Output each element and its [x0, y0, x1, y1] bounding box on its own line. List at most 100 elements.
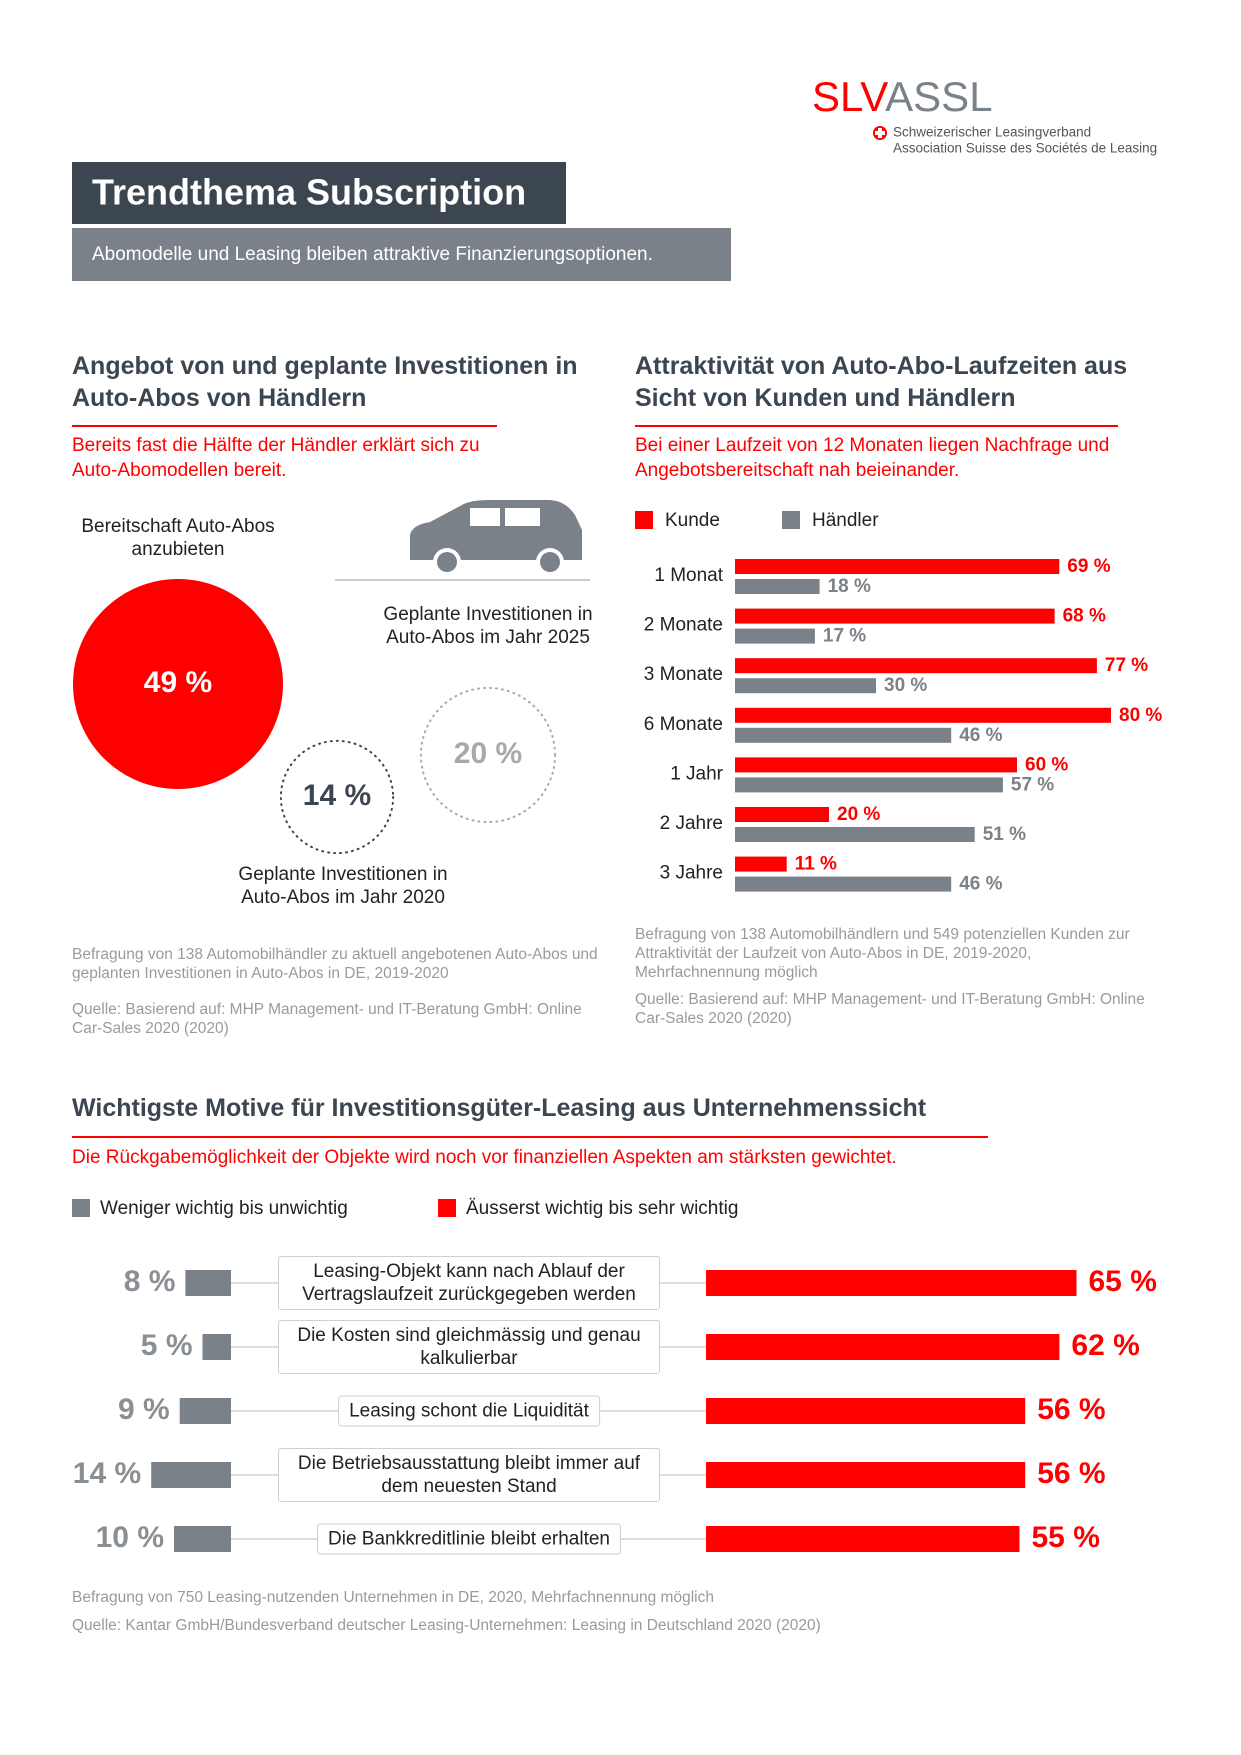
legend-swatch: [635, 511, 653, 529]
legend-swatch: [782, 511, 800, 529]
value-label: 30 %: [884, 675, 927, 696]
legend-label: Händler: [812, 510, 879, 531]
y-tick-label: 6 Monate: [644, 714, 723, 735]
bar: [706, 1526, 1020, 1552]
bar: [179, 1398, 231, 1424]
bar: [735, 807, 829, 822]
page-title: Trendthema Subscription: [92, 172, 526, 213]
value-label: 11 %: [795, 854, 837, 875]
bar: [735, 777, 1003, 793]
value-label: 69 %: [1067, 556, 1110, 577]
logo-line2: Association Suisse des Sociétés de Leasi…: [893, 141, 1157, 156]
bar: [735, 707, 1111, 723]
value-label: 49 %: [144, 666, 212, 699]
bar: [185, 1270, 231, 1296]
bubble-label: Geplante Investitionen in Auto-Abos im J…: [238, 864, 448, 908]
source-note: Quelle: Basierend auf: MHP Management- u…: [72, 1001, 582, 1037]
bar: [735, 658, 1097, 674]
value-label: 17 %: [823, 626, 866, 647]
bar: [735, 628, 815, 644]
chart-title: Wichtigste Motive für Investitionsgüter-…: [72, 1094, 927, 1122]
category-box: Die Kosten sind gleichmässig und genau k…: [278, 1320, 660, 1374]
chart-subtitle: Die Rückgabemöglichkeit der Objekte wird…: [72, 1147, 897, 1168]
bar: [735, 678, 876, 694]
bar: [202, 1334, 231, 1360]
y-tick-label: 2 Jahre: [660, 813, 723, 834]
bar: [174, 1526, 231, 1552]
y-tick-label: 1 Jahr: [670, 763, 723, 784]
source-note: Quelle: Kantar GmbH/Bundesverband deutsc…: [72, 1617, 821, 1634]
bubble-label: Bereitschaft Auto-Abos anzubieten: [81, 516, 275, 560]
category-box: Leasing schont die Liquidität: [338, 1395, 600, 1427]
chart-subtitle: Bereits fast die Hälfte der Händler erkl…: [72, 435, 480, 481]
bubble: [73, 579, 283, 789]
category-box: Die Bankkreditlinie bleibt erhalten: [317, 1523, 621, 1555]
bar: [735, 827, 975, 842]
value-label: 14 %: [73, 1457, 141, 1490]
swiss-cross-sign: [875, 128, 885, 138]
legend-label: Weniger wichtig bis unwichtig: [100, 1198, 348, 1219]
value-label: 5 %: [141, 1329, 193, 1362]
y-tick-label: 1 Monat: [654, 565, 723, 586]
value-label: 68 %: [1063, 606, 1106, 627]
value-label: 46 %: [959, 874, 1002, 895]
logo-left: SLV: [812, 73, 888, 120]
car-icon: [410, 500, 582, 576]
value-label: 20 %: [454, 737, 522, 770]
chart-title: Angebot von und geplante Investitionen i…: [72, 352, 578, 412]
value-label: 57 %: [1011, 774, 1054, 795]
bar: [706, 1334, 1060, 1360]
bubble-label: Geplante Investitionen in Auto-Abos im J…: [383, 604, 593, 648]
value-label: 55 %: [1032, 1521, 1100, 1554]
category-box: Die Betriebsausstattung bleibt immer auf…: [278, 1448, 660, 1502]
bar: [735, 856, 787, 872]
chart-title: Attraktivität von Auto-Abo-Laufzeiten au…: [635, 352, 1128, 412]
logo-wordmark: SLVASSL: [812, 73, 993, 120]
value-label: 10 %: [96, 1521, 164, 1554]
value-label: 51 %: [983, 824, 1026, 845]
logo-line1: Schweizerischer Leasingverband: [893, 125, 1091, 140]
bar: [706, 1462, 1026, 1488]
value-label: 77 %: [1105, 655, 1148, 676]
bubble: [419, 686, 557, 824]
bar: [735, 559, 1060, 574]
source-note: Befragung von 138 Automobilhändlern und …: [635, 926, 1130, 981]
value-label: 9 %: [118, 1393, 170, 1426]
bar: [706, 1398, 1026, 1424]
legend-label: Äusserst wichtig bis sehr wichtig: [466, 1198, 738, 1219]
bar: [735, 757, 1017, 773]
value-label: 20 %: [837, 804, 880, 825]
value-label: 60 %: [1025, 754, 1068, 775]
legend-swatch: [438, 1199, 456, 1217]
page-subtitle: Abomodelle und Leasing bleiben attraktiv…: [92, 244, 653, 265]
value-label: 18 %: [828, 576, 871, 597]
chart-subtitle: Bei einer Laufzeit von 12 Monaten liegen…: [635, 435, 1110, 481]
legend-label: Kunde: [665, 510, 720, 531]
source-note: Befragung von 138 Automobilhändler zu ak…: [72, 946, 598, 982]
value-label: 56 %: [1037, 1393, 1105, 1426]
value-label: 46 %: [959, 725, 1002, 746]
value-label: 65 %: [1089, 1265, 1157, 1298]
bar: [735, 876, 952, 892]
bar: [151, 1462, 231, 1488]
value-label: 8 %: [124, 1265, 176, 1298]
bar: [735, 608, 1055, 624]
bubble: [279, 739, 395, 855]
subtitle-box: [72, 228, 731, 281]
value-label: 62 %: [1071, 1329, 1139, 1362]
y-tick-label: 3 Jahre: [660, 863, 723, 884]
legend-swatch: [72, 1199, 90, 1217]
y-tick-label: 2 Monate: [644, 615, 723, 636]
y-tick-label: 3 Monate: [644, 664, 723, 685]
bar: [735, 727, 952, 743]
bar: [706, 1270, 1077, 1296]
category-box: Leasing-Objekt kann nach Ablauf der Vert…: [278, 1256, 660, 1310]
value-label: 14 %: [303, 779, 371, 812]
source-note: Befragung von 750 Leasing-nutzenden Unte…: [72, 1589, 714, 1606]
value-label: 56 %: [1037, 1457, 1105, 1490]
source-note: Quelle: Basierend auf: MHP Management- u…: [635, 991, 1145, 1027]
value-label: 80 %: [1119, 705, 1162, 726]
title-box: [72, 162, 566, 224]
